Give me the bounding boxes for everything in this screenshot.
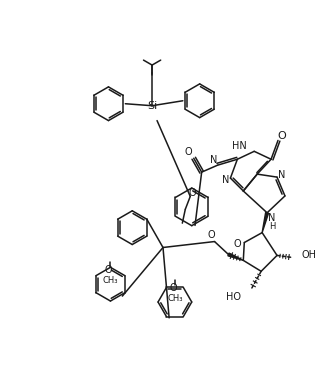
Text: O: O xyxy=(185,147,193,157)
Text: O: O xyxy=(188,188,196,198)
Text: CH₃: CH₃ xyxy=(103,276,118,285)
Text: N: N xyxy=(222,175,229,185)
Text: N: N xyxy=(278,170,286,180)
Text: O: O xyxy=(234,239,241,248)
Text: H: H xyxy=(269,222,275,231)
Text: OH: OH xyxy=(302,251,317,260)
Text: HN: HN xyxy=(231,141,246,151)
Text: N: N xyxy=(210,155,217,165)
Text: Si: Si xyxy=(147,101,157,111)
Text: CH₃: CH₃ xyxy=(167,294,183,302)
Text: O: O xyxy=(278,132,286,141)
Text: O: O xyxy=(169,283,177,293)
Polygon shape xyxy=(262,212,268,232)
Text: N: N xyxy=(268,213,276,223)
Text: O: O xyxy=(208,229,215,240)
Text: HO: HO xyxy=(226,292,241,302)
Text: O: O xyxy=(105,265,112,275)
Polygon shape xyxy=(228,253,243,260)
